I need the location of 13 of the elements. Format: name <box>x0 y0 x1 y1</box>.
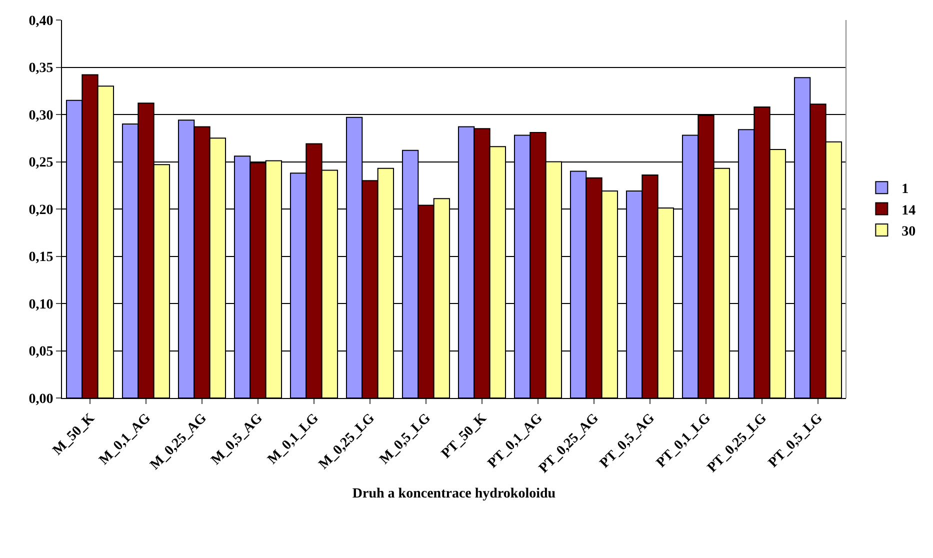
y-tick-label: 0,40 <box>28 14 54 29</box>
y-tick-label: 0,25 <box>28 156 54 171</box>
legend-label: 30 <box>902 224 916 240</box>
y-tick-label: 0,10 <box>28 297 54 312</box>
y-tick-label: 0,35 <box>28 61 54 76</box>
y-tick-label: 0,00 <box>28 392 54 407</box>
legend-label: 14 <box>902 203 916 218</box>
legend-label: 1 <box>902 182 909 198</box>
y-tick-label: 0,05 <box>28 344 54 360</box>
y-tick-label: 0,15 <box>28 250 54 266</box>
y-tick-label: 0,30 <box>28 108 54 124</box>
y-tick-label: 0,20 <box>28 202 54 218</box>
x-axis-title: Druh a koncentrace hydrokoloidu <box>352 486 556 502</box>
